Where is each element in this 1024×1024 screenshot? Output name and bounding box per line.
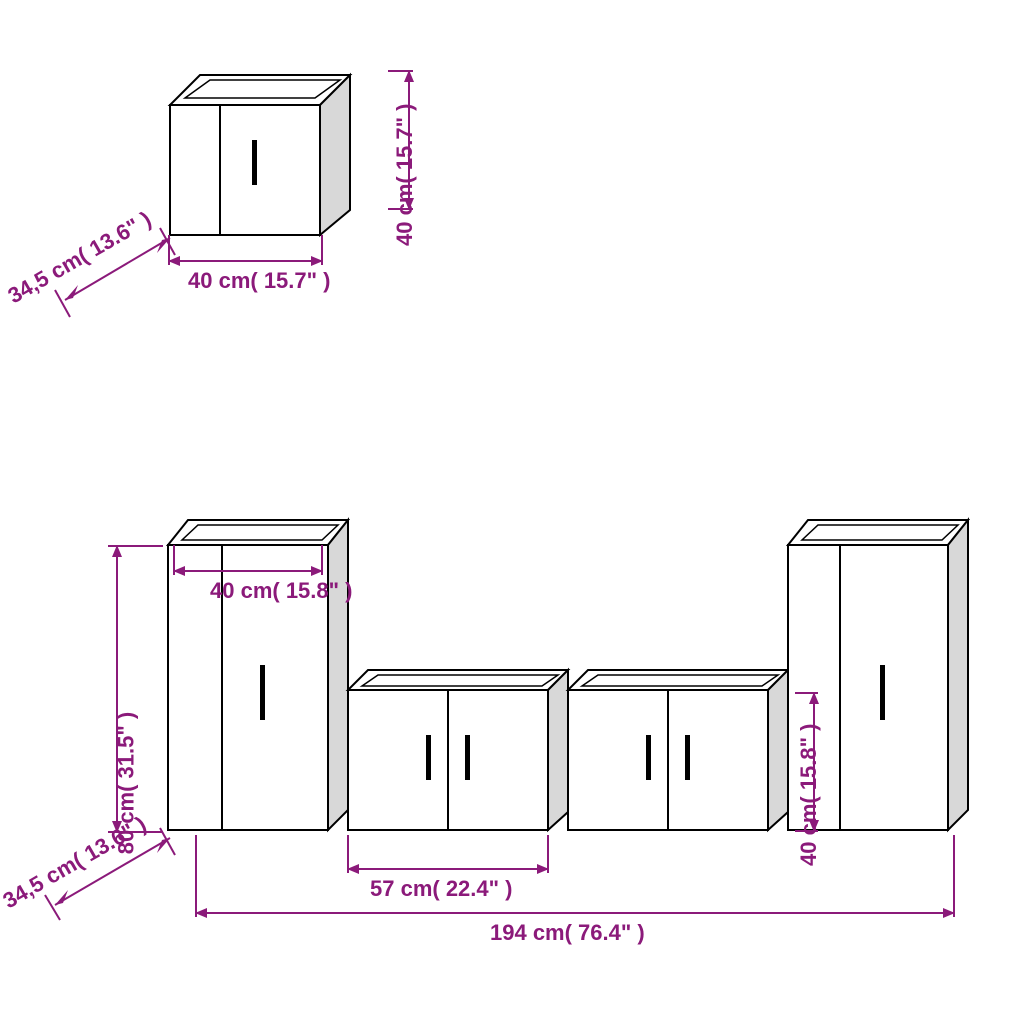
large-assembly-drawing [130,490,970,870]
low-height-label: 40 cm( 15.8" ) [796,723,822,866]
total-width-label: 194 cm( 76.4" ) [490,920,645,946]
low-width-label: 57 cm( 22.4" ) [370,876,513,902]
tall-width-label: 40 cm( 15.8" ) [210,578,353,604]
small-height-label: 40 cm( 15.7" ) [392,103,418,246]
small-cabinet-drawing [140,40,400,240]
